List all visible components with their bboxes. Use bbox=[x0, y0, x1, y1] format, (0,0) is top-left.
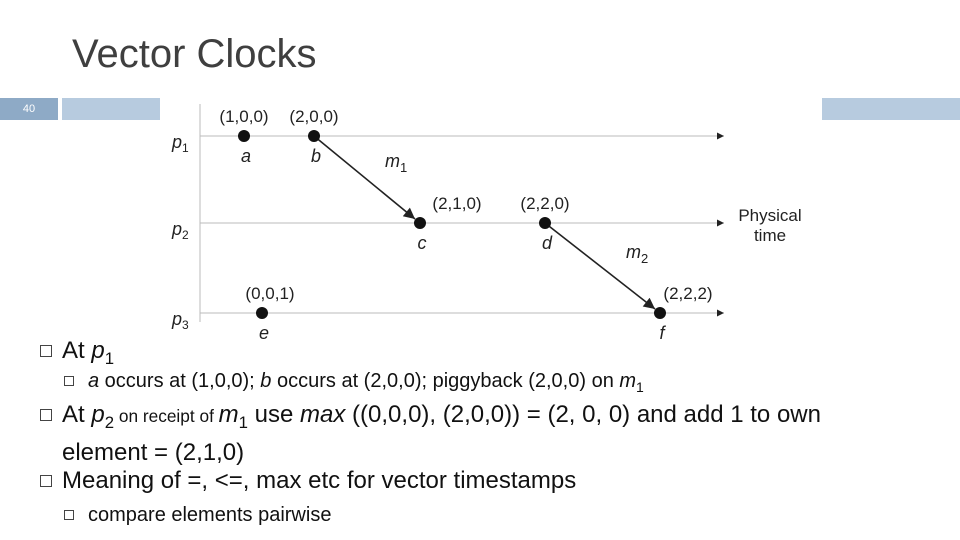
event-label: f bbox=[659, 323, 666, 340]
text-run: p bbox=[91, 337, 105, 364]
text-run: p bbox=[91, 401, 105, 428]
event-timestamp: (2,2,2) bbox=[663, 284, 712, 303]
event-dot bbox=[654, 307, 666, 319]
bullet: a occurs at (1,0,0); b occurs at (2,0,0)… bbox=[64, 368, 908, 400]
message-label: m2 bbox=[626, 242, 648, 266]
text-run: occurs at (1,0,0); bbox=[99, 370, 261, 392]
message-name: m bbox=[626, 242, 641, 262]
header-bar bbox=[62, 98, 160, 120]
event-label: c bbox=[418, 233, 427, 253]
text-run: a bbox=[88, 370, 100, 392]
message-name: m bbox=[385, 151, 400, 171]
bullet: At p2 on receipt of m1 use max ((0,0,0),… bbox=[40, 400, 892, 468]
bullet: compare elements pairwise bbox=[64, 502, 908, 528]
text-run: max bbox=[300, 401, 346, 428]
text-run: use bbox=[248, 401, 301, 428]
text-run: m bbox=[619, 370, 637, 392]
event-dot bbox=[238, 130, 250, 142]
message-index: 2 bbox=[641, 251, 648, 266]
bullet: At p1 bbox=[40, 336, 892, 374]
axis-label: time bbox=[754, 226, 786, 245]
text-run: compare elements pairwise bbox=[88, 504, 332, 526]
bullet-marker bbox=[40, 345, 52, 357]
process-label: p1 bbox=[171, 132, 189, 155]
slide-title: Vector Clocks bbox=[72, 32, 317, 76]
bullet-marker bbox=[64, 376, 74, 386]
process-index: 2 bbox=[182, 228, 189, 242]
event-dot bbox=[414, 217, 426, 229]
text-run: b bbox=[260, 370, 272, 392]
message-arrow bbox=[313, 135, 416, 220]
text-run: At bbox=[62, 401, 92, 428]
event-dot bbox=[539, 217, 551, 229]
event-label: a bbox=[241, 146, 251, 166]
event-label: b bbox=[311, 146, 321, 166]
text-run: At bbox=[62, 337, 92, 364]
text-run: 1 bbox=[636, 378, 644, 395]
bullet: Meaning of =, <=, max etc for vector tim… bbox=[40, 466, 892, 496]
process-index: 3 bbox=[182, 318, 189, 332]
process-name: p bbox=[171, 219, 182, 239]
event-timestamp: (2,1,0) bbox=[432, 194, 481, 213]
event-label: e bbox=[259, 323, 269, 340]
process-name: p bbox=[171, 309, 182, 329]
text-run: occurs at (2,0,0); piggyback (2,0,0) on bbox=[271, 370, 620, 392]
event-label: d bbox=[542, 233, 553, 253]
text-run: ((0,0,0), (2,0,0)) = (2, 0, 0) and add 1… bbox=[62, 401, 821, 466]
event-timestamp: (2,2,0) bbox=[520, 194, 569, 213]
text-run: m bbox=[218, 401, 239, 428]
text-run: 1 bbox=[238, 412, 249, 432]
event-timestamp: (2,0,0) bbox=[289, 107, 338, 126]
diagram: p1p2p3m1m2(1,0,0)a(2,0,0)b(2,1,0)c(2,2,0… bbox=[171, 104, 802, 340]
bullet-marker bbox=[40, 475, 52, 487]
event-dot bbox=[256, 307, 268, 319]
process-index: 1 bbox=[182, 141, 189, 155]
message-arrow bbox=[544, 222, 656, 310]
process-label: p2 bbox=[171, 219, 189, 242]
axis-label: Physical bbox=[738, 206, 801, 225]
bullet-marker bbox=[64, 510, 74, 520]
event-timestamp: (0,0,1) bbox=[245, 284, 294, 303]
process-name: p bbox=[171, 132, 182, 152]
text-run: on receipt of bbox=[114, 406, 219, 426]
slide-number: 40 bbox=[0, 98, 58, 120]
event-dot bbox=[308, 130, 320, 142]
text-run: 1 bbox=[104, 348, 115, 368]
header-bar bbox=[822, 98, 960, 120]
process-label: p3 bbox=[171, 309, 189, 332]
message-index: 1 bbox=[400, 160, 407, 175]
message-label: m1 bbox=[385, 151, 407, 175]
text-run: Meaning of =, <=, max etc for vector tim… bbox=[62, 467, 577, 494]
text-run: 2 bbox=[104, 412, 115, 432]
bullet-marker bbox=[40, 409, 52, 421]
event-timestamp: (1,0,0) bbox=[219, 107, 268, 126]
